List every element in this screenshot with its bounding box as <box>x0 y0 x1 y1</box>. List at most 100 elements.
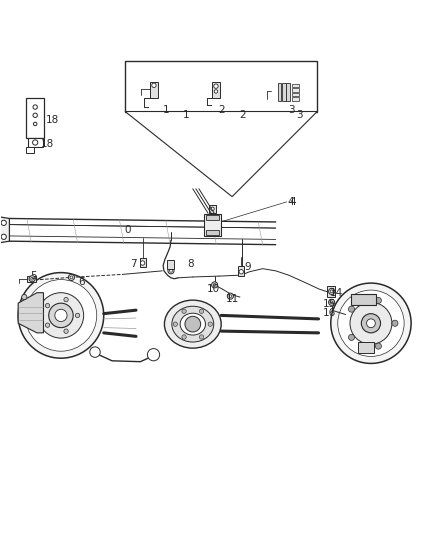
Circle shape <box>90 347 100 357</box>
Text: 18: 18 <box>46 115 59 125</box>
Circle shape <box>168 268 174 274</box>
Circle shape <box>350 302 392 344</box>
Circle shape <box>33 122 37 126</box>
Bar <box>212 82 220 98</box>
Text: 11: 11 <box>226 294 239 304</box>
Bar <box>125 61 317 111</box>
Bar <box>292 93 299 96</box>
Circle shape <box>170 270 172 272</box>
Text: 3: 3 <box>288 105 294 115</box>
Circle shape <box>182 309 186 313</box>
Bar <box>28 138 42 147</box>
Circle shape <box>64 297 68 302</box>
Text: 16: 16 <box>322 308 336 318</box>
Polygon shape <box>125 111 317 197</box>
Circle shape <box>148 349 159 361</box>
Circle shape <box>338 290 404 357</box>
Text: 3: 3 <box>297 110 303 120</box>
Bar <box>140 258 146 268</box>
Circle shape <box>239 270 244 274</box>
Circle shape <box>25 280 97 351</box>
Circle shape <box>330 290 333 293</box>
Circle shape <box>229 295 232 297</box>
Circle shape <box>375 343 381 349</box>
Circle shape <box>55 309 67 321</box>
Bar <box>209 205 215 213</box>
Circle shape <box>214 84 218 88</box>
Circle shape <box>18 272 104 358</box>
Circle shape <box>330 301 333 304</box>
Bar <box>206 215 219 220</box>
Circle shape <box>375 297 381 303</box>
Text: 1: 1 <box>162 105 169 115</box>
Circle shape <box>208 322 212 326</box>
Circle shape <box>182 335 186 339</box>
Circle shape <box>185 316 201 332</box>
Text: 1: 1 <box>183 110 190 120</box>
Circle shape <box>328 288 335 294</box>
Ellipse shape <box>172 306 214 342</box>
Circle shape <box>328 299 335 305</box>
Text: 4: 4 <box>290 197 297 207</box>
Circle shape <box>152 83 156 87</box>
Polygon shape <box>358 342 374 353</box>
Circle shape <box>64 329 68 333</box>
Bar <box>204 214 221 236</box>
Bar <box>327 286 335 297</box>
Text: 6: 6 <box>78 277 85 287</box>
Polygon shape <box>18 293 43 333</box>
Circle shape <box>173 322 177 326</box>
Ellipse shape <box>164 300 221 348</box>
Circle shape <box>29 276 35 282</box>
Circle shape <box>212 282 218 288</box>
Text: 7: 7 <box>131 260 137 269</box>
Polygon shape <box>351 294 376 305</box>
Circle shape <box>227 293 233 299</box>
Circle shape <box>349 334 355 341</box>
Circle shape <box>1 220 7 225</box>
Circle shape <box>33 105 37 109</box>
Bar <box>26 99 44 138</box>
Circle shape <box>46 303 49 308</box>
Bar <box>278 83 282 101</box>
Bar <box>26 147 34 152</box>
Circle shape <box>349 306 355 312</box>
Text: 5: 5 <box>30 271 37 281</box>
Circle shape <box>21 294 27 300</box>
Circle shape <box>199 309 204 313</box>
Circle shape <box>1 234 7 239</box>
Circle shape <box>31 277 33 280</box>
Text: 10: 10 <box>207 284 220 294</box>
Text: 2: 2 <box>218 105 225 115</box>
Circle shape <box>367 319 375 328</box>
Circle shape <box>331 283 411 364</box>
Circle shape <box>141 261 145 265</box>
Circle shape <box>46 323 49 327</box>
Bar <box>292 88 299 92</box>
Text: 18: 18 <box>41 139 54 149</box>
Polygon shape <box>0 217 10 243</box>
Bar <box>167 260 174 269</box>
Circle shape <box>392 320 398 326</box>
Text: 14: 14 <box>329 288 343 298</box>
Circle shape <box>68 274 74 280</box>
Circle shape <box>199 335 204 339</box>
Text: 8: 8 <box>187 260 194 269</box>
Bar <box>27 276 35 282</box>
Circle shape <box>33 113 37 117</box>
Ellipse shape <box>180 313 205 335</box>
Circle shape <box>32 140 38 145</box>
Text: 4: 4 <box>288 197 294 207</box>
Circle shape <box>214 90 218 93</box>
Text: 15: 15 <box>322 300 336 310</box>
Circle shape <box>211 207 214 211</box>
Bar <box>292 84 299 87</box>
Bar <box>282 83 286 101</box>
Circle shape <box>361 313 381 333</box>
Bar <box>150 82 158 99</box>
Bar <box>238 265 244 276</box>
Circle shape <box>38 293 84 338</box>
Text: 0: 0 <box>124 225 131 235</box>
Bar <box>292 97 299 101</box>
Circle shape <box>213 284 216 286</box>
